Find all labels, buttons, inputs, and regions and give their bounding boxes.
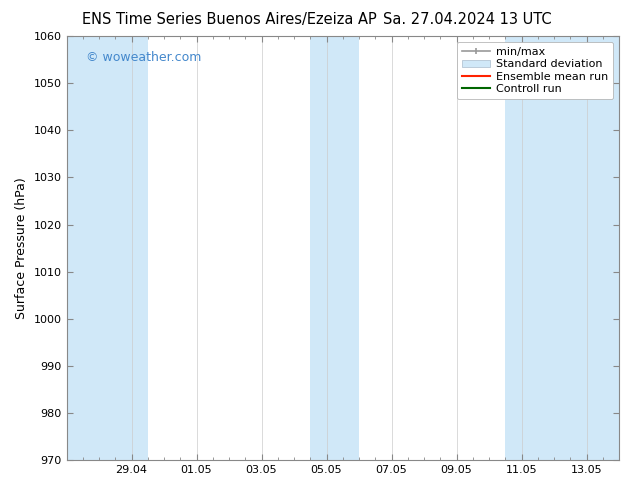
Bar (67, 36, 148, 460)
Y-axis label: Surface Pressure (hPa): Surface Pressure (hPa) (15, 177, 28, 319)
Text: Sa. 27.04.2024 13 UTC: Sa. 27.04.2024 13 UTC (383, 12, 552, 27)
Legend: min/max, Standard deviation, Ensemble mean run, Controll run: min/max, Standard deviation, Ensemble me… (456, 42, 614, 99)
Bar (505, 36, 619, 460)
Text: © woweather.com: © woweather.com (86, 51, 201, 64)
Text: ENS Time Series Buenos Aires/Ezeiza AP: ENS Time Series Buenos Aires/Ezeiza AP (82, 12, 377, 27)
Bar (310, 36, 359, 460)
